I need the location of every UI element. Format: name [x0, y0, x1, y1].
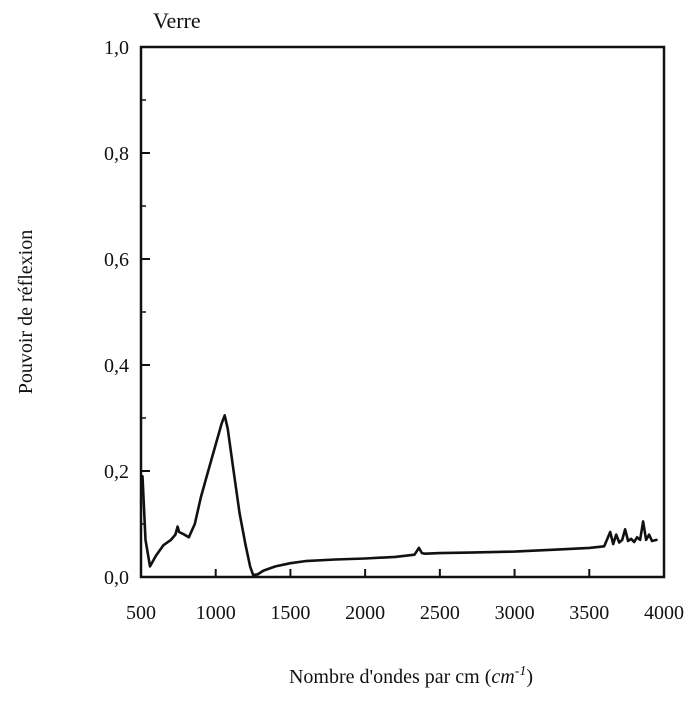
series-layer [141, 414, 658, 577]
y-axis: 0,0 0,2 0,4 0,6 0,8 1,0 [104, 37, 150, 589]
x-tick-label: 3500 [569, 602, 609, 624]
chart-title: Verre [153, 8, 201, 33]
y-tick-label: 1,0 [104, 37, 129, 59]
x-tick-label: 2000 [345, 602, 385, 624]
x-tick-label: 4000 [644, 602, 684, 624]
series-line-0 [141, 414, 658, 577]
x-tick-label: 2500 [420, 602, 460, 624]
x-axis-label-text: Nombre d'ondes par cm [289, 666, 480, 688]
y-axis-label: Pouvoir de réflexion [15, 230, 37, 394]
x-tick-label: 500 [126, 602, 156, 624]
x-axis-label-unit: cm [491, 666, 514, 688]
y-tick-label: 0,8 [104, 143, 129, 165]
y-tick-label: 0,2 [104, 461, 129, 483]
y-tick-label: 0,0 [104, 567, 129, 589]
y-tick-label: 0,6 [104, 249, 129, 271]
x-tick-label: 1500 [270, 602, 310, 624]
y-tick-label: 0,4 [104, 355, 129, 377]
plot-frame [139, 45, 666, 579]
x-tick-label: 1000 [196, 602, 236, 624]
x-axis-label-open-paren: ( [485, 666, 492, 688]
x-axis-label-unit-exponent: -1 [515, 664, 527, 679]
x-tick-label: 3000 [495, 602, 535, 624]
x-axis-label: Nombre d'ondes par cm (cm-1) [289, 664, 533, 688]
x-axis-label-close-paren: ) [526, 666, 533, 688]
x-axis: 500 1000 1500 2000 2500 3000 3500 4000 [126, 569, 684, 624]
